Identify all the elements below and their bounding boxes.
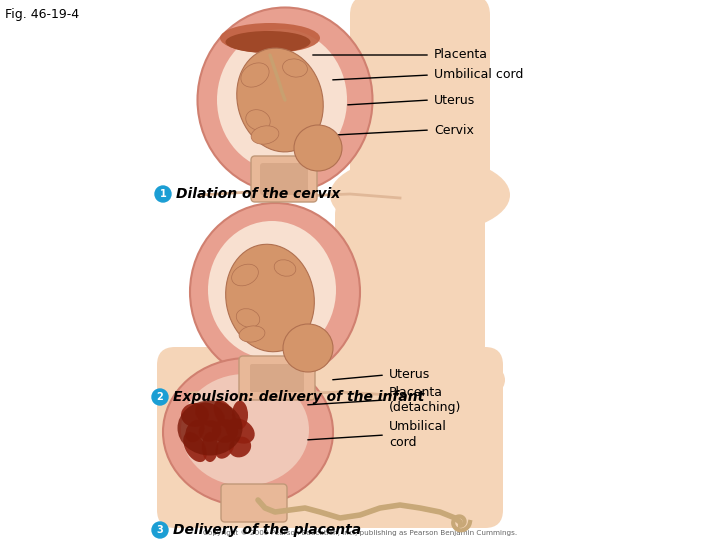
- Ellipse shape: [325, 345, 505, 415]
- Ellipse shape: [225, 244, 315, 352]
- FancyBboxPatch shape: [157, 347, 503, 528]
- Ellipse shape: [274, 260, 296, 276]
- Ellipse shape: [251, 126, 279, 144]
- Text: 2: 2: [157, 392, 163, 402]
- Ellipse shape: [183, 432, 207, 462]
- Ellipse shape: [190, 203, 360, 381]
- Ellipse shape: [208, 221, 336, 359]
- Ellipse shape: [229, 437, 251, 457]
- Text: Copyright © 2009 Pearson Education, Inc., publishing as Pearson Benjamin Cumming: Copyright © 2009 Pearson Education, Inc.…: [203, 529, 517, 536]
- Ellipse shape: [212, 419, 238, 443]
- Text: Uterus: Uterus: [389, 368, 431, 381]
- Ellipse shape: [185, 420, 204, 442]
- Text: Umbilical cord: Umbilical cord: [434, 69, 523, 82]
- Text: Dilation of the cervix: Dilation of the cervix: [176, 187, 341, 201]
- Text: Uterus: Uterus: [434, 93, 475, 106]
- FancyBboxPatch shape: [350, 0, 490, 215]
- Ellipse shape: [220, 23, 320, 53]
- Ellipse shape: [202, 432, 218, 462]
- Circle shape: [155, 186, 171, 202]
- Ellipse shape: [195, 402, 225, 428]
- Ellipse shape: [239, 326, 265, 342]
- Ellipse shape: [241, 63, 269, 87]
- Ellipse shape: [232, 401, 248, 429]
- FancyBboxPatch shape: [221, 484, 287, 522]
- Ellipse shape: [232, 264, 258, 286]
- Ellipse shape: [283, 324, 333, 372]
- Text: Delivery of the placenta: Delivery of the placenta: [173, 523, 361, 537]
- Text: Fig. 46-19-4: Fig. 46-19-4: [5, 8, 79, 21]
- Ellipse shape: [282, 59, 307, 77]
- Ellipse shape: [246, 110, 270, 130]
- Ellipse shape: [214, 400, 236, 430]
- Text: Cervix: Cervix: [434, 124, 474, 137]
- Text: Umbilical
cord: Umbilical cord: [389, 421, 447, 449]
- FancyBboxPatch shape: [260, 163, 308, 195]
- Ellipse shape: [197, 8, 372, 192]
- Text: Placenta
(detaching): Placenta (detaching): [389, 386, 462, 415]
- Ellipse shape: [178, 401, 243, 456]
- Ellipse shape: [225, 418, 255, 444]
- Ellipse shape: [199, 420, 221, 442]
- Ellipse shape: [215, 435, 235, 458]
- Circle shape: [152, 522, 168, 538]
- Ellipse shape: [181, 374, 309, 486]
- Text: 3: 3: [157, 525, 163, 535]
- Ellipse shape: [181, 403, 209, 427]
- Ellipse shape: [330, 155, 510, 235]
- FancyBboxPatch shape: [250, 364, 304, 392]
- FancyBboxPatch shape: [239, 356, 315, 400]
- Ellipse shape: [237, 48, 323, 152]
- FancyBboxPatch shape: [251, 156, 317, 202]
- Ellipse shape: [217, 29, 347, 171]
- Ellipse shape: [294, 125, 342, 171]
- Text: Placenta: Placenta: [434, 49, 488, 62]
- Ellipse shape: [236, 309, 260, 327]
- Text: 1: 1: [160, 189, 166, 199]
- FancyBboxPatch shape: [335, 195, 485, 395]
- Text: Expulsion: delivery of the infant: Expulsion: delivery of the infant: [173, 390, 424, 404]
- Ellipse shape: [163, 358, 333, 506]
- Ellipse shape: [225, 31, 310, 53]
- Circle shape: [152, 389, 168, 405]
